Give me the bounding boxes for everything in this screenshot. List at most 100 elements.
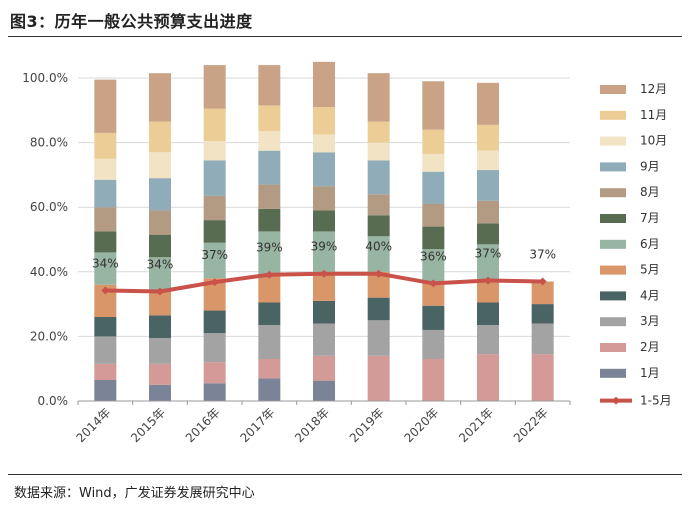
bar-segment bbox=[477, 223, 499, 245]
bar-segment bbox=[422, 359, 445, 401]
bar-segment bbox=[477, 279, 499, 303]
line-point bbox=[101, 286, 110, 295]
bar-segment bbox=[313, 355, 335, 381]
bar-segment bbox=[422, 129, 445, 154]
legend-swatch bbox=[600, 162, 626, 172]
legend-label: 12月 bbox=[640, 82, 667, 96]
x-tick-label: 2017年 bbox=[237, 405, 277, 445]
bar-segment bbox=[313, 323, 335, 356]
bar-segment bbox=[258, 131, 281, 151]
bar-segment bbox=[313, 61, 335, 108]
bar-segment bbox=[94, 363, 117, 381]
bar-segment bbox=[477, 302, 499, 326]
line-point bbox=[320, 269, 328, 278]
bar-segment bbox=[258, 359, 281, 379]
line-point bbox=[538, 277, 547, 286]
legend-label: 6月 bbox=[640, 237, 660, 251]
bar-segment bbox=[203, 383, 226, 401]
bar-segment bbox=[477, 200, 499, 224]
bar-segment bbox=[313, 186, 335, 211]
bar-segment bbox=[203, 160, 226, 196]
figure-title: 图3：历年一般公共预算支出进度 bbox=[10, 12, 253, 31]
line-point bbox=[484, 276, 492, 285]
bar-segment bbox=[203, 333, 226, 363]
bar-segment bbox=[203, 310, 226, 334]
legend-label: 5月 bbox=[640, 263, 660, 277]
bar-segment bbox=[258, 325, 281, 360]
bar-stacks bbox=[94, 61, 554, 401]
bar-segment bbox=[477, 124, 499, 151]
bar-segment bbox=[367, 160, 390, 195]
bar-segment bbox=[477, 325, 499, 355]
bar-segment bbox=[94, 252, 117, 285]
x-tick-label: 2021年 bbox=[456, 405, 496, 445]
bar-segment bbox=[531, 354, 554, 401]
x-tick-label: 2016年 bbox=[183, 405, 223, 445]
bar-segment bbox=[149, 257, 171, 290]
bar-segment bbox=[94, 284, 117, 318]
bar-segment bbox=[313, 134, 335, 153]
bar-segment bbox=[531, 281, 554, 305]
legend-label: 11月 bbox=[640, 108, 667, 122]
data-label: 39% bbox=[311, 240, 338, 254]
bar-segment bbox=[258, 231, 281, 276]
bar-segment bbox=[203, 242, 226, 279]
bar-segment bbox=[258, 105, 281, 132]
bar-segment bbox=[477, 82, 499, 125]
bar-segment bbox=[149, 73, 171, 122]
x-axis: 2014年 2015年 2016年 2017年 2018年 2019年 2020年 2021年… bbox=[73, 400, 571, 445]
bar-segment bbox=[367, 355, 390, 401]
bar-segment bbox=[149, 152, 171, 179]
bar-segment bbox=[531, 323, 554, 355]
bar-segment bbox=[203, 278, 226, 311]
bar-segment bbox=[149, 384, 171, 401]
y-tick-label: 100.0% bbox=[22, 71, 68, 85]
bar-segment bbox=[258, 275, 281, 303]
bar-segment bbox=[531, 304, 554, 324]
bar-segment bbox=[258, 65, 281, 106]
legend-label: 2月 bbox=[640, 340, 660, 354]
bar-segment bbox=[203, 108, 226, 141]
bar-segment bbox=[422, 329, 445, 360]
bar-segment bbox=[477, 170, 499, 201]
bar-segment bbox=[94, 158, 117, 180]
bar-segment bbox=[258, 150, 281, 185]
legend-swatch bbox=[600, 368, 626, 378]
legend-swatch bbox=[600, 343, 626, 352]
bar-segment bbox=[477, 244, 499, 280]
bar-segment bbox=[94, 231, 117, 253]
bar-segment bbox=[313, 273, 335, 301]
legend-label: 1-5月 bbox=[640, 394, 672, 408]
data-label: 37% bbox=[529, 247, 556, 261]
data-label: 37% bbox=[475, 247, 502, 261]
bar-segment bbox=[477, 150, 499, 171]
x-tick-label: 2018年 bbox=[292, 405, 332, 445]
bar-segment bbox=[149, 210, 171, 235]
y-tick-label: 60.0% bbox=[30, 200, 68, 214]
bar-segment bbox=[203, 220, 226, 243]
x-tick-label: 2020年 bbox=[401, 405, 441, 445]
bar-segment bbox=[422, 153, 445, 172]
bar-segment bbox=[203, 195, 226, 221]
legend-swatch bbox=[600, 85, 626, 94]
y-tick-label: 80.0% bbox=[30, 136, 68, 150]
line-point bbox=[429, 279, 438, 288]
bar-segment bbox=[477, 354, 499, 401]
legend-label: 4月 bbox=[640, 288, 660, 302]
bar-segment bbox=[422, 171, 445, 204]
bar-segment bbox=[149, 234, 171, 258]
bar-segment bbox=[422, 226, 445, 250]
bar-segment bbox=[313, 107, 335, 135]
data-label: 34% bbox=[147, 258, 174, 272]
bar-segment bbox=[313, 380, 335, 401]
legend-label: 8月 bbox=[640, 185, 660, 199]
legend-label: 9月 bbox=[640, 159, 660, 173]
legend-label: 3月 bbox=[640, 314, 660, 328]
bar-segment bbox=[367, 194, 390, 216]
bar-segment bbox=[94, 79, 117, 133]
bar-segment bbox=[422, 283, 445, 306]
bar-segment bbox=[422, 305, 445, 330]
line-point bbox=[374, 269, 383, 278]
bar-segment bbox=[367, 297, 390, 321]
x-tick-label: 2015年 bbox=[128, 405, 168, 445]
